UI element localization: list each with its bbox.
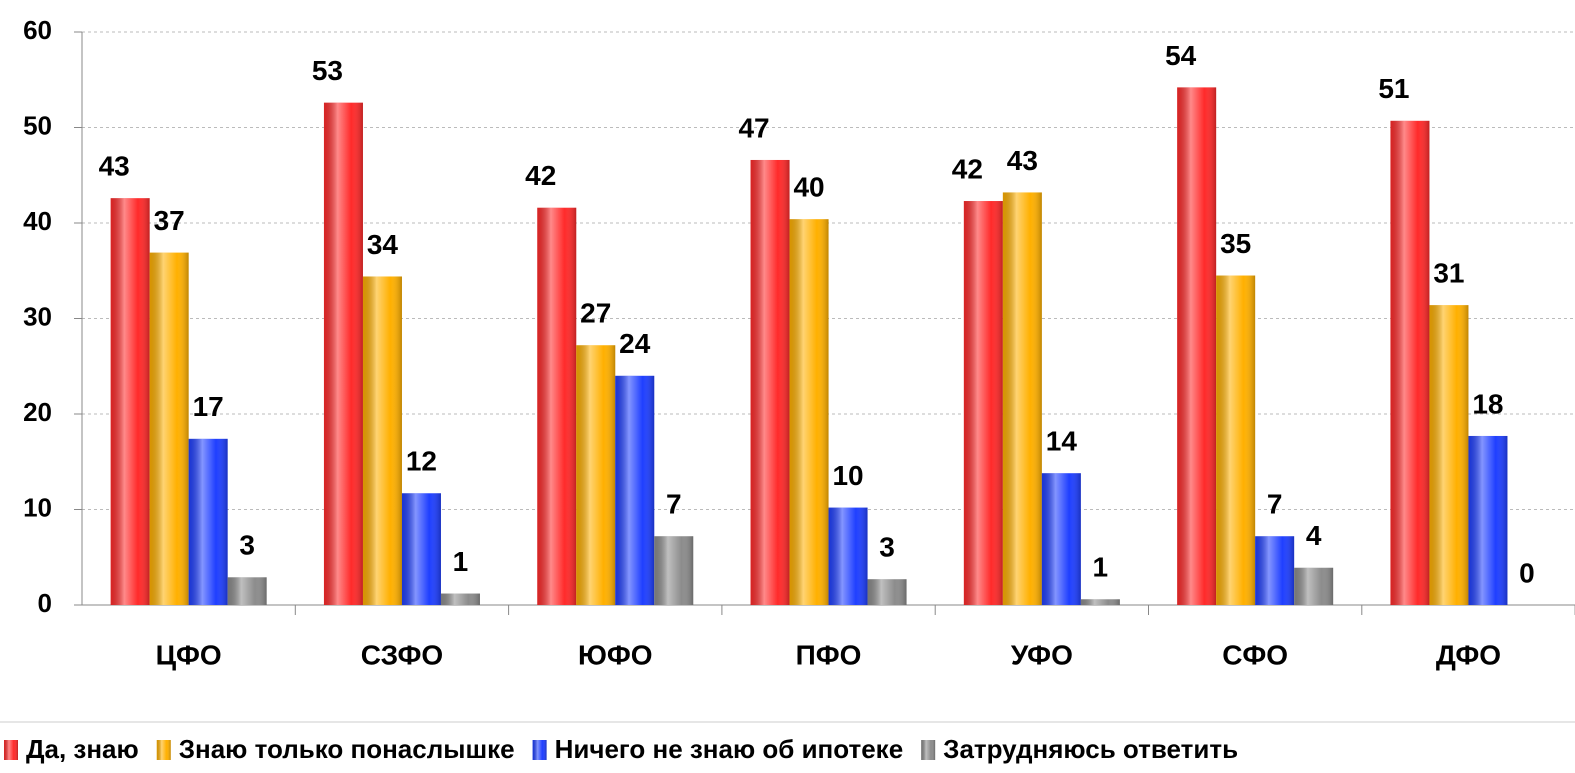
bar-shine <box>1177 87 1217 605</box>
bar-shine <box>750 159 790 605</box>
bar-shine <box>1002 192 1042 605</box>
bar-shine <box>537 207 577 605</box>
data-label: 43 <box>99 151 130 182</box>
data-label: 27 <box>580 298 611 329</box>
data-label: 4 <box>1306 520 1322 551</box>
bar-shine <box>401 493 441 605</box>
bar-shine <box>615 375 655 605</box>
x-tick-label: УФО <box>1011 639 1073 670</box>
bar-shine <box>1468 435 1508 605</box>
data-label: 31 <box>1433 258 1464 289</box>
legend-swatch-shine <box>532 740 547 760</box>
data-label: 1 <box>453 546 469 577</box>
bar-shine <box>654 536 694 605</box>
legend-label: Затрудняюсь ответить <box>943 734 1238 764</box>
x-tick-label: ЦФО <box>156 639 222 670</box>
bar-shine <box>1390 120 1430 605</box>
bar-shine <box>149 252 189 606</box>
bar-shine <box>188 438 228 605</box>
data-label: 1 <box>1093 552 1109 583</box>
data-label: 10 <box>832 460 863 491</box>
bar-shine <box>362 276 402 605</box>
bar-shine <box>963 201 1003 605</box>
data-label: 3 <box>879 532 895 563</box>
data-label: 43 <box>1007 145 1038 176</box>
bar-shine <box>1255 536 1295 605</box>
data-label: 51 <box>1378 73 1409 104</box>
y-tick-label: 40 <box>23 206 52 236</box>
y-tick-label: 10 <box>23 492 52 522</box>
data-label: 42 <box>525 160 556 191</box>
data-label: 53 <box>312 55 343 86</box>
x-tick-label: СЗФО <box>361 639 443 670</box>
legend-label: Знаю только понаслышке <box>179 734 515 764</box>
bar-shine <box>1216 275 1256 605</box>
x-tick-label: СФО <box>1222 639 1288 670</box>
data-label: 54 <box>1165 40 1197 71</box>
data-label: 42 <box>952 153 983 184</box>
data-label: 24 <box>619 328 651 359</box>
legend-swatch-shine <box>156 740 171 760</box>
legend-swatch-shine <box>921 740 936 760</box>
bar-shine <box>1041 473 1081 605</box>
data-label: 47 <box>738 112 769 143</box>
legend-label: Да, знаю <box>26 734 139 764</box>
data-label: 35 <box>1220 228 1251 259</box>
x-tick-label: ЮФО <box>578 639 653 670</box>
y-tick-label: 30 <box>23 301 52 331</box>
bar-shine <box>789 219 829 605</box>
data-label: 18 <box>1472 388 1503 419</box>
bar-shine <box>440 593 480 605</box>
data-label: 7 <box>1267 489 1283 520</box>
y-tick-label: 0 <box>38 588 52 618</box>
data-label: 40 <box>793 172 824 203</box>
x-tick-label: ПФО <box>796 639 862 670</box>
data-label: 34 <box>367 229 399 260</box>
y-tick-label: 50 <box>23 110 52 140</box>
bar-shine <box>1080 599 1120 605</box>
bar-shine <box>323 102 363 606</box>
y-tick-label: 20 <box>23 397 52 427</box>
bar-shine <box>1429 305 1469 605</box>
data-label: 3 <box>239 530 255 561</box>
bar-shine <box>110 198 150 606</box>
data-label: 0 <box>1519 557 1535 588</box>
bar-shine <box>227 577 267 605</box>
x-tick-label: ДФО <box>1436 639 1501 670</box>
legend-label: Ничего не знаю об ипотеке <box>555 734 904 764</box>
bar-shine <box>576 345 616 605</box>
legend-swatch-shine <box>4 740 18 760</box>
data-label: 37 <box>154 205 185 236</box>
bar-shine <box>867 579 907 605</box>
bar-shine <box>828 507 868 605</box>
data-label: 12 <box>406 446 437 477</box>
data-label: 7 <box>666 489 682 520</box>
y-tick-label: 60 <box>23 15 52 45</box>
data-label: 17 <box>193 391 224 422</box>
data-label: 14 <box>1046 426 1078 457</box>
bar-shine <box>1294 567 1334 605</box>
